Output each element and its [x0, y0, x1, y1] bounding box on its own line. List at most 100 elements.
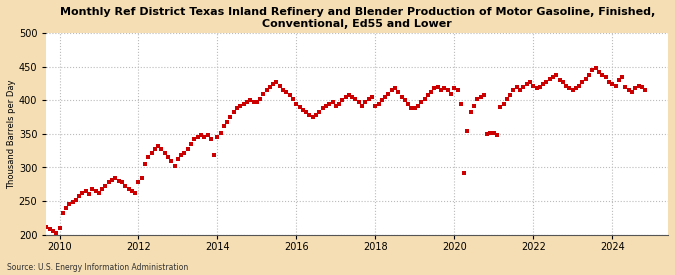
- Point: [18, 227, 29, 232]
- Point: [380, 95, 391, 99]
- Point: [159, 150, 170, 155]
- Point: [498, 101, 509, 106]
- Point: [537, 81, 548, 86]
- Point: [31, 211, 42, 215]
- Point: [242, 100, 252, 104]
- Point: [337, 98, 348, 103]
- Point: [278, 88, 289, 92]
- Point: [633, 83, 644, 88]
- Point: [143, 155, 154, 160]
- Point: [126, 189, 137, 193]
- Point: [38, 220, 49, 225]
- Point: [551, 73, 562, 77]
- Point: [462, 128, 472, 133]
- Point: [492, 133, 503, 138]
- Point: [232, 106, 242, 111]
- Point: [199, 135, 210, 139]
- Point: [166, 159, 177, 163]
- Point: [327, 100, 338, 104]
- Point: [350, 97, 361, 101]
- Point: [482, 132, 493, 136]
- Point: [149, 147, 160, 151]
- Point: [209, 153, 219, 158]
- Point: [28, 214, 38, 218]
- Point: [169, 164, 180, 168]
- Point: [505, 93, 516, 97]
- Point: [74, 194, 84, 198]
- Point: [110, 175, 121, 180]
- Point: [146, 150, 157, 155]
- Point: [515, 88, 526, 92]
- Point: [87, 187, 98, 191]
- Point: [294, 105, 305, 109]
- Point: [245, 98, 256, 103]
- Point: [495, 105, 506, 109]
- Point: [275, 83, 286, 88]
- Point: [261, 88, 272, 92]
- Y-axis label: Thousand Barrels per Day: Thousand Barrels per Day: [7, 79, 16, 189]
- Point: [41, 224, 52, 229]
- Point: [321, 104, 331, 108]
- Point: [531, 86, 542, 90]
- Point: [268, 81, 279, 86]
- Point: [567, 88, 578, 92]
- Point: [432, 85, 443, 89]
- Point: [314, 110, 325, 115]
- Point: [386, 88, 397, 92]
- Point: [225, 115, 236, 119]
- Point: [485, 130, 496, 135]
- Point: [205, 137, 216, 142]
- Point: [281, 90, 292, 95]
- Point: [133, 180, 144, 185]
- Point: [370, 104, 381, 108]
- Point: [400, 98, 410, 103]
- Point: [252, 100, 263, 104]
- Point: [117, 180, 128, 185]
- Point: [196, 133, 207, 138]
- Point: [554, 78, 565, 82]
- Point: [449, 86, 460, 90]
- Point: [570, 86, 581, 90]
- Point: [317, 106, 328, 111]
- Point: [518, 85, 529, 89]
- Point: [90, 189, 101, 193]
- Point: [140, 162, 151, 166]
- Point: [301, 110, 312, 115]
- Point: [176, 153, 187, 158]
- Point: [528, 83, 539, 88]
- Point: [396, 95, 407, 99]
- Point: [468, 104, 479, 108]
- Point: [288, 97, 298, 101]
- Point: [228, 110, 239, 115]
- Point: [120, 184, 131, 188]
- Point: [446, 92, 456, 96]
- Point: [640, 88, 651, 92]
- Point: [57, 211, 68, 215]
- Point: [577, 79, 588, 84]
- Point: [508, 88, 519, 92]
- Point: [347, 95, 358, 99]
- Text: Source: U.S. Energy Information Administration: Source: U.S. Energy Information Administ…: [7, 263, 188, 272]
- Point: [360, 100, 371, 104]
- Point: [222, 120, 233, 124]
- Point: [363, 97, 374, 101]
- Point: [265, 85, 275, 89]
- Point: [307, 115, 318, 119]
- Point: [21, 222, 32, 227]
- Point: [103, 180, 114, 185]
- Point: [130, 191, 140, 195]
- Point: [310, 113, 321, 117]
- Point: [489, 130, 500, 135]
- Point: [248, 100, 259, 104]
- Point: [607, 81, 618, 86]
- Point: [47, 229, 58, 233]
- Point: [258, 92, 269, 96]
- Point: [215, 130, 226, 135]
- Point: [192, 135, 203, 139]
- Point: [561, 83, 572, 88]
- Point: [284, 93, 295, 97]
- Point: [439, 86, 450, 90]
- Point: [459, 171, 470, 175]
- Point: [623, 88, 634, 92]
- Point: [475, 95, 486, 99]
